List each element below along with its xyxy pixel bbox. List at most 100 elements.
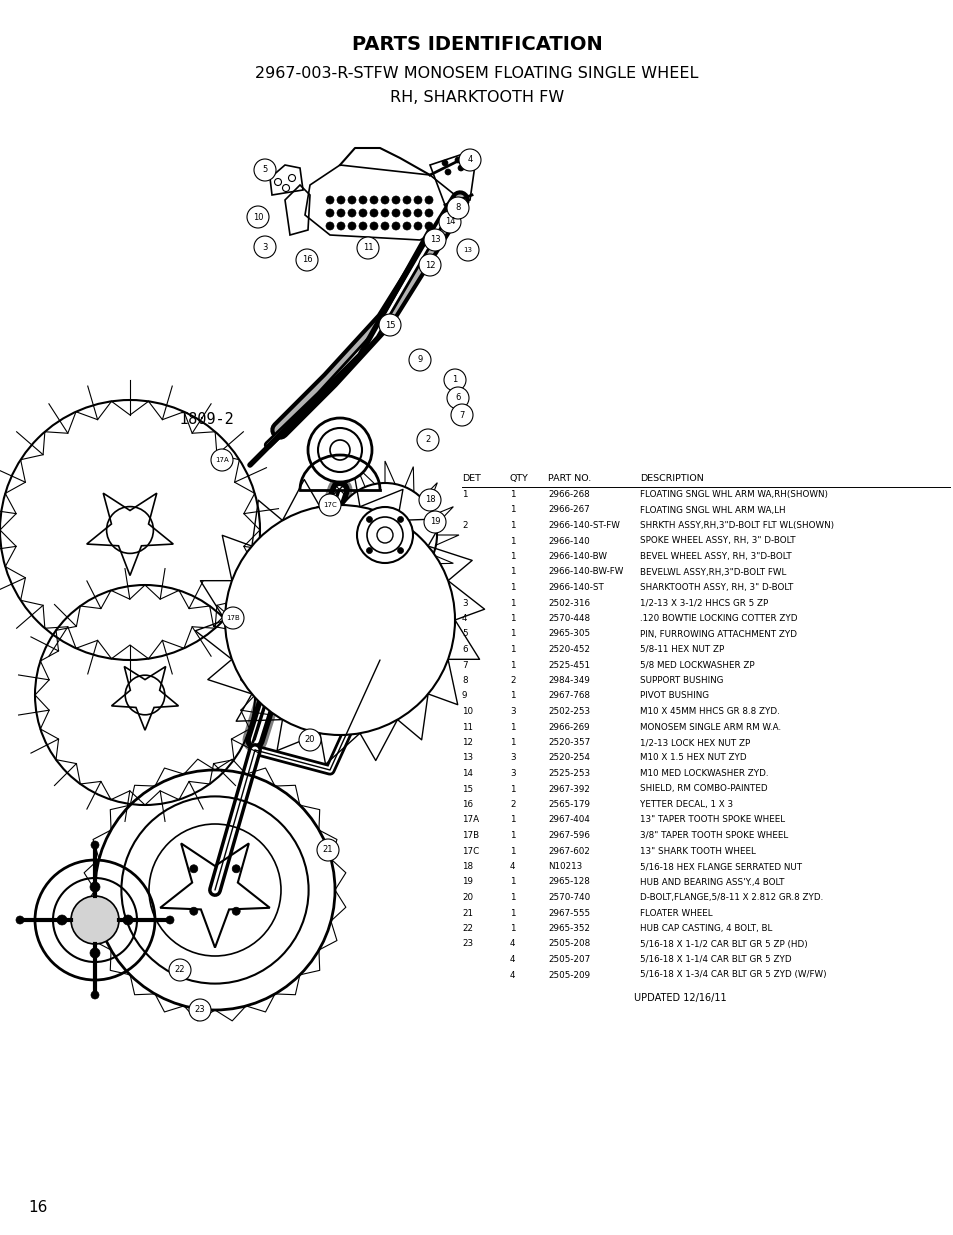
Text: 2565-179: 2565-179 [547,800,589,809]
Text: FLOATING SNGL WHL ARM WA,LH: FLOATING SNGL WHL ARM WA,LH [639,505,785,515]
Text: 1: 1 [510,614,515,622]
Circle shape [458,149,480,170]
Circle shape [424,222,433,230]
Text: 19: 19 [429,517,439,526]
Text: 2967-003-R-STFW MONOSEM FLOATING SINGLE WHEEL: 2967-003-R-STFW MONOSEM FLOATING SINGLE … [255,65,698,80]
Text: 8: 8 [455,204,460,212]
Text: 2966-140-BW: 2966-140-BW [547,552,606,561]
Text: MONOSEM SINGLE ARM RM W.A.: MONOSEM SINGLE ARM RM W.A. [639,722,781,731]
Text: 1: 1 [510,552,515,561]
Text: 2505-208: 2505-208 [547,940,590,948]
Text: 2505-209: 2505-209 [547,971,590,979]
Circle shape [189,999,211,1021]
Circle shape [253,236,275,258]
Circle shape [370,209,377,217]
Text: 3: 3 [510,753,515,762]
Text: 2967-768: 2967-768 [547,692,589,700]
Text: 15: 15 [461,784,473,794]
Text: 2: 2 [425,436,430,445]
Circle shape [455,157,460,163]
Circle shape [326,209,334,217]
Text: 17C: 17C [461,846,478,856]
Circle shape [444,169,451,175]
Circle shape [378,314,400,336]
Circle shape [402,209,411,217]
Text: 2525-451: 2525-451 [547,661,589,669]
Text: 3: 3 [510,706,515,716]
Circle shape [397,547,403,553]
Text: SHARKTOOTH ASSY, RH, 3" D-BOLT: SHARKTOOTH ASSY, RH, 3" D-BOLT [639,583,793,592]
Text: 1: 1 [510,909,515,918]
Text: 2984-349: 2984-349 [547,676,589,685]
Circle shape [295,249,317,270]
Text: FLOATER WHEEL: FLOATER WHEEL [639,909,712,918]
Text: 4: 4 [510,955,515,965]
Text: 3: 3 [510,769,515,778]
Circle shape [190,908,197,915]
Text: QTY: QTY [510,474,528,483]
Text: 4: 4 [510,862,515,871]
Circle shape [441,161,448,165]
Text: 19: 19 [461,878,473,887]
Text: 12: 12 [424,261,435,269]
Text: 2502-253: 2502-253 [547,706,590,716]
Circle shape [358,196,367,204]
Text: 7: 7 [461,661,467,669]
Text: .120 BOWTIE LOCKING COTTER ZYD: .120 BOWTIE LOCKING COTTER ZYD [639,614,797,622]
Text: 2967-555: 2967-555 [547,909,590,918]
Circle shape [402,196,411,204]
Circle shape [356,237,378,259]
Text: 17B: 17B [226,615,239,621]
Text: 3: 3 [461,599,467,608]
Text: 2505-207: 2505-207 [547,955,590,965]
Text: 1: 1 [510,661,515,669]
Circle shape [91,841,99,848]
Text: 5/16-18 X 1-1/2 CAR BLT GR 5 ZP (HD): 5/16-18 X 1-1/2 CAR BLT GR 5 ZP (HD) [639,940,807,948]
Text: 6: 6 [455,394,460,403]
Circle shape [457,165,463,170]
Text: 2967-602: 2967-602 [547,846,589,856]
Circle shape [232,908,240,915]
Text: 20: 20 [461,893,473,902]
Text: 17A: 17A [461,815,478,825]
Text: 1: 1 [461,490,467,499]
Text: 2966-267: 2966-267 [547,505,589,515]
Circle shape [447,198,469,219]
Text: 7: 7 [458,410,464,420]
Text: 2965-352: 2965-352 [547,924,589,932]
Text: 23: 23 [461,940,473,948]
Circle shape [298,729,320,751]
Text: DESCRIPTION: DESCRIPTION [639,474,703,483]
Text: M10 MED LOCKWASHER ZYD.: M10 MED LOCKWASHER ZYD. [639,769,768,778]
Text: 21: 21 [322,846,333,855]
Text: 13: 13 [429,236,440,245]
Circle shape [456,240,478,261]
Text: 14: 14 [461,769,473,778]
Circle shape [438,211,460,233]
Text: 20: 20 [304,736,314,745]
Text: 1: 1 [510,583,515,592]
Text: 18: 18 [424,495,435,505]
Circle shape [211,450,233,471]
Text: 2966-268: 2966-268 [547,490,589,499]
Circle shape [166,916,173,924]
Circle shape [380,196,389,204]
Circle shape [333,483,436,587]
Circle shape [316,839,338,861]
Circle shape [253,159,275,182]
Text: 1: 1 [510,568,515,577]
Text: 1: 1 [510,815,515,825]
Text: 22: 22 [461,924,473,932]
Text: 5: 5 [461,630,467,638]
Text: BEVELWL ASSY,RH,3"D-BOLT FWL: BEVELWL ASSY,RH,3"D-BOLT FWL [639,568,785,577]
Circle shape [392,222,399,230]
Circle shape [90,882,100,892]
Circle shape [16,916,24,924]
Text: 5/16-18 X 1-1/4 CAR BLT GR 5 ZYD: 5/16-18 X 1-1/4 CAR BLT GR 5 ZYD [639,955,791,965]
Text: 2966-269: 2966-269 [547,722,589,731]
Text: PIVOT BUSHING: PIVOT BUSHING [639,692,708,700]
Text: 2966-140-BW-FW: 2966-140-BW-FW [547,568,622,577]
Text: 1/2-13 LOCK HEX NUT ZP: 1/2-13 LOCK HEX NUT ZP [639,739,749,747]
Text: 1: 1 [510,521,515,530]
Circle shape [451,404,473,426]
